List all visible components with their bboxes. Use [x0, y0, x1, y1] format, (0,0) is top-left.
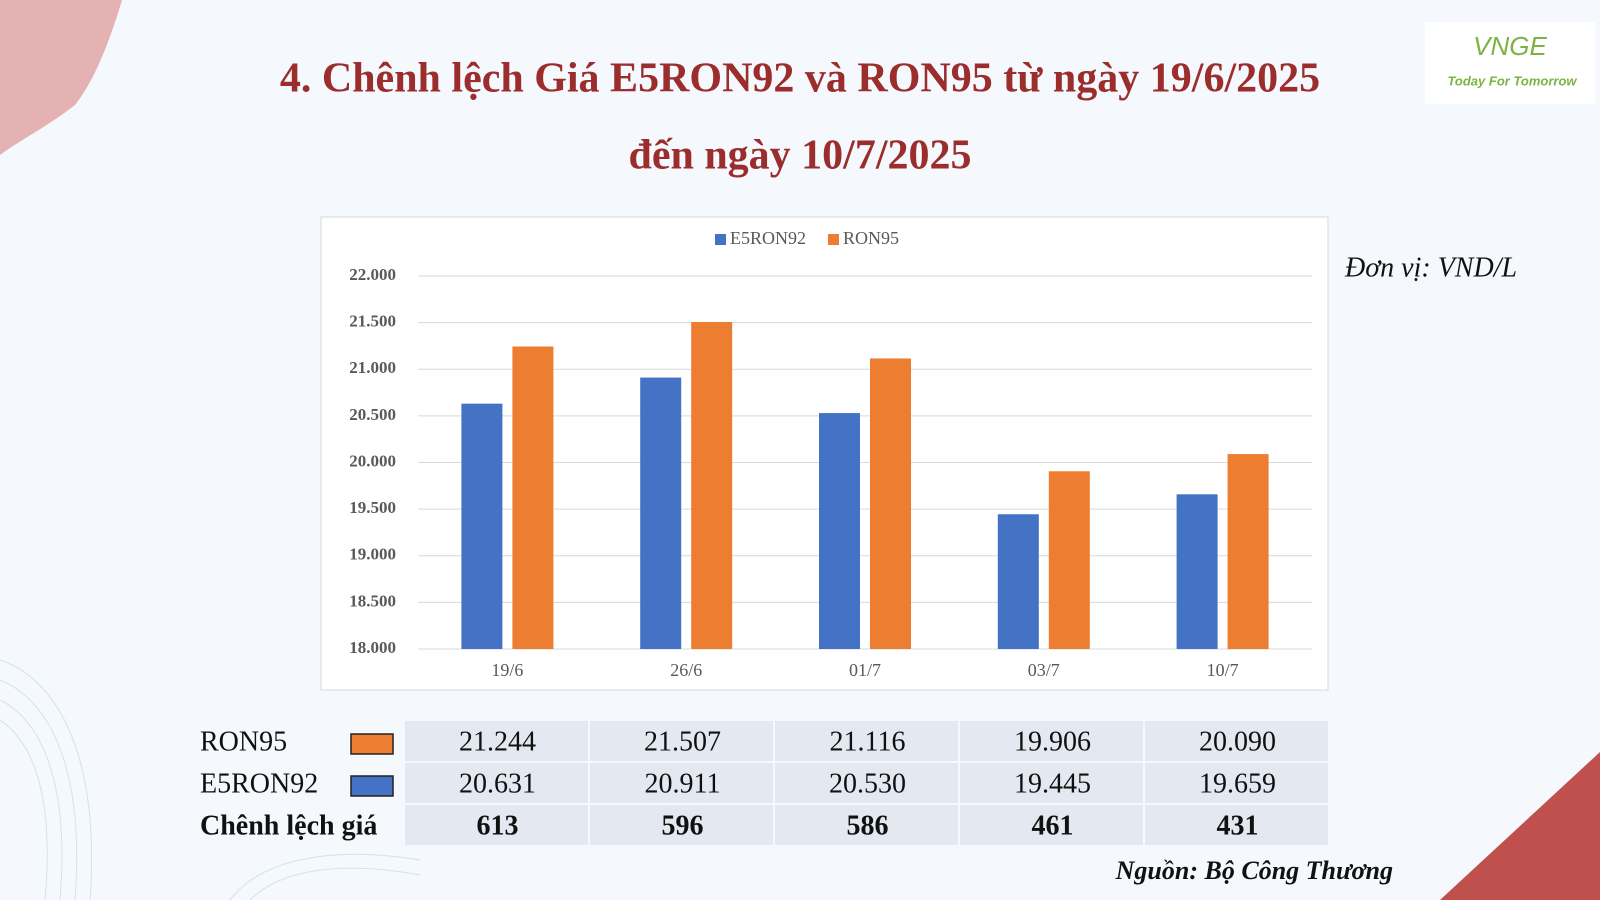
x-tick-label: 10/7 — [1207, 660, 1239, 680]
bar — [870, 358, 911, 649]
table-cell — [405, 763, 588, 803]
logo-slogan: Today For Tomorrow — [1447, 73, 1577, 88]
decor-lines — [0, 659, 421, 900]
table-value: 586 — [847, 810, 889, 841]
y-tick-label: 22.000 — [349, 265, 396, 284]
table-value: 20.090 — [1199, 726, 1276, 757]
table-row-label: RON95 — [200, 726, 287, 757]
y-tick-label: 21.500 — [349, 312, 396, 331]
table-row-label: E5RON92 — [200, 768, 318, 799]
table-value: 20.631 — [459, 768, 536, 799]
bar — [1048, 471, 1090, 649]
bar — [819, 413, 860, 649]
logo-box — [1425, 22, 1595, 104]
legend-label: E5RON92 — [730, 228, 806, 248]
x-tick-label: 01/7 — [849, 660, 881, 680]
table-value: 21.507 — [644, 726, 721, 757]
table-value: 19.445 — [1014, 768, 1091, 799]
table-cell — [590, 721, 773, 761]
decor-shape — [0, 0, 122, 155]
table-cell — [775, 805, 958, 845]
table-value: 20.911 — [645, 768, 721, 799]
bar — [1227, 454, 1269, 649]
y-tick-label: 18.000 — [349, 638, 396, 657]
bar — [640, 377, 682, 649]
table-value: 613 — [477, 810, 519, 841]
table-cell — [960, 721, 1143, 761]
bar — [691, 321, 733, 649]
decor-shape — [1440, 752, 1600, 900]
table-value: 19.906 — [1014, 726, 1091, 757]
bar — [461, 403, 503, 649]
table-row-label: Chênh lệch giá — [200, 810, 377, 841]
bar — [997, 514, 1039, 649]
table-cell — [775, 763, 958, 803]
y-tick-label: 21.000 — [349, 358, 396, 377]
y-tick-label: 20.500 — [349, 405, 396, 424]
table-cell — [1145, 805, 1328, 845]
table-value: 596 — [662, 810, 704, 841]
bar — [1176, 494, 1218, 649]
table-cell — [590, 805, 773, 845]
x-tick-label: 26/6 — [670, 660, 702, 680]
table-value: 20.530 — [829, 768, 906, 799]
chart-title: 4. Chênh lệch Giá E5RON92 và RON95 từ ng… — [280, 56, 1320, 102]
bar — [512, 346, 554, 649]
table-cell — [405, 805, 588, 845]
unit-note: Đơn vị: VND/L — [1344, 252, 1517, 283]
table-value: 21.244 — [459, 726, 536, 757]
legend-swatch — [828, 234, 839, 245]
table-cell — [590, 763, 773, 803]
table-swatch — [350, 775, 394, 797]
y-tick-label: 19.000 — [349, 545, 396, 564]
table-cell — [775, 721, 958, 761]
table-cell — [960, 763, 1143, 803]
table-value: 431 — [1217, 810, 1259, 841]
legend-label: RON95 — [843, 228, 899, 248]
table-cell — [405, 721, 588, 761]
table-value: 461 — [1032, 810, 1074, 841]
y-tick-label: 20.000 — [349, 451, 396, 470]
chart-subtitle: đến ngày 10/7/2025 — [628, 133, 971, 179]
y-tick-label: 19.500 — [349, 498, 396, 517]
legend-swatch — [715, 234, 726, 245]
source-note: Nguồn: Bộ Công Thương — [1115, 856, 1393, 885]
table-cell — [960, 805, 1143, 845]
x-tick-label: 03/7 — [1028, 660, 1060, 680]
x-tick-label: 19/6 — [491, 660, 523, 680]
table-value: 21.116 — [830, 726, 906, 757]
table-value: 19.659 — [1199, 768, 1276, 799]
table-cell — [1145, 763, 1328, 803]
y-tick-label: 18.500 — [349, 591, 396, 610]
logo-name: VNGE — [1473, 31, 1547, 61]
table-swatch — [350, 733, 394, 755]
table-cell — [1145, 721, 1328, 761]
